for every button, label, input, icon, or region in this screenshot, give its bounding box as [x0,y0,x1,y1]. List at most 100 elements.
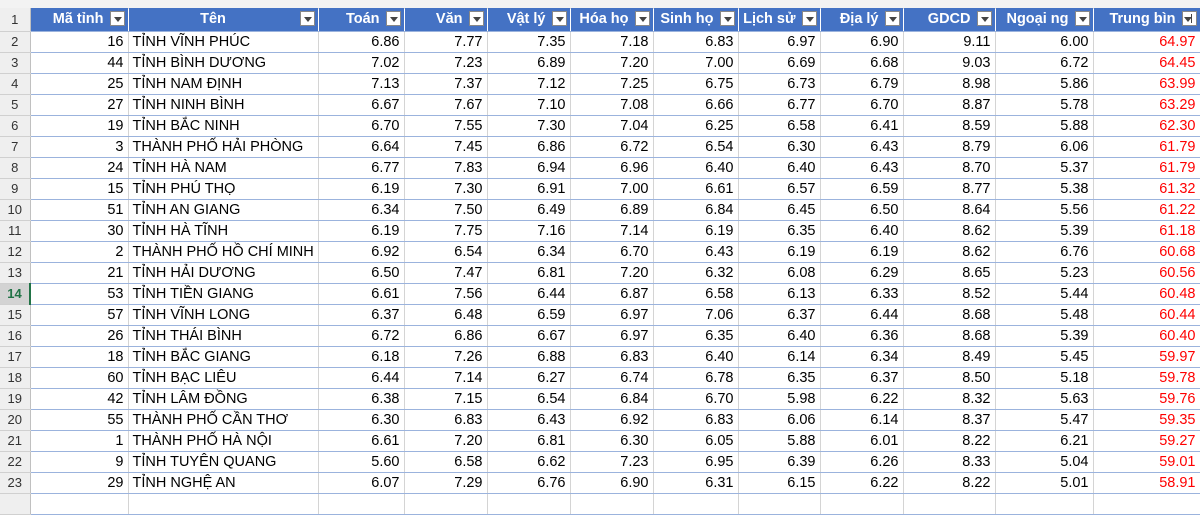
cell[interactable]: 6.76 [487,472,571,494]
cell[interactable]: 6.58 [404,451,488,473]
cell[interactable]: TỈNH TUYÊN QUANG [128,451,319,473]
cell[interactable]: 6.58 [738,115,821,137]
cell[interactable]: TỈNH HÀ NAM [128,157,319,179]
cell[interactable]: 19 [30,115,129,137]
cell[interactable]: 6.40 [820,220,904,242]
cell[interactable]: 6.59 [820,178,904,200]
cell[interactable]: 7.55 [404,115,488,137]
cell[interactable]: 8.49 [903,346,996,368]
cell[interactable]: 6.57 [738,178,821,200]
cell[interactable]: 6.13 [738,283,821,305]
cell[interactable]: 6.31 [653,472,739,494]
cell[interactable]: TỈNH BẮC GIANG [128,346,319,368]
cell[interactable]: 6.21 [995,430,1094,452]
cell[interactable]: 59.27 [1093,430,1200,452]
cell[interactable]: 6.67 [318,94,405,116]
cell[interactable]: 59.01 [1093,451,1200,473]
cell[interactable]: 7.83 [404,157,488,179]
cell[interactable]: 9.03 [903,52,996,74]
cell[interactable]: 27 [30,94,129,116]
cell[interactable]: 6.00 [995,31,1094,53]
filter-button[interactable] [551,11,567,26]
cell[interactable]: 6.43 [487,409,571,431]
cell[interactable]: 61.79 [1093,136,1200,158]
cell[interactable]: 6.06 [995,136,1094,158]
cell[interactable]: 6.72 [995,52,1094,74]
cell[interactable]: 7.20 [570,262,654,284]
cell[interactable]: 6.26 [820,451,904,473]
cell[interactable]: 59.35 [1093,409,1200,431]
cell[interactable]: 6.74 [570,367,654,389]
cell[interactable]: 9 [30,451,129,473]
cell[interactable]: 6.41 [820,115,904,137]
cell[interactable]: 5.88 [738,430,821,452]
cell[interactable]: 8.79 [903,136,996,158]
cell[interactable]: 7.30 [404,178,488,200]
cell[interactable]: 6.76 [995,241,1094,263]
cell[interactable]: 64.45 [1093,52,1200,74]
cell[interactable]: 5.38 [995,178,1094,200]
cell[interactable]: 6.35 [653,325,739,347]
cell[interactable]: 7.02 [318,52,405,74]
filter-button[interactable] [634,11,650,26]
cell[interactable]: 6.44 [487,283,571,305]
cell[interactable]: 62.30 [1093,115,1200,137]
cell[interactable]: 6.87 [570,283,654,305]
cell[interactable]: 53 [30,283,129,305]
cell[interactable]: 6.44 [318,367,405,389]
cell[interactable]: 1 [30,430,129,452]
cell[interactable]: 61.22 [1093,199,1200,221]
cell[interactable]: TỈNH BẠC LIÊU [128,367,319,389]
cell[interactable]: 6.78 [653,367,739,389]
cell[interactable]: 6.70 [820,94,904,116]
cell[interactable]: 6.94 [487,157,571,179]
cell[interactable]: 5.60 [318,451,405,473]
cell[interactable]: 6.70 [318,115,405,137]
cell[interactable]: 8.87 [903,94,996,116]
cell[interactable]: TỈNH NGHỆ AN [128,472,319,494]
filter-button[interactable] [884,11,900,26]
cell[interactable]: 7.15 [404,388,488,410]
cell[interactable]: 6.32 [653,262,739,284]
cell[interactable]: THÀNH PHỐ CẦN THƠ [128,409,319,431]
cell[interactable]: 6.90 [820,31,904,53]
cell[interactable]: 6.72 [318,325,405,347]
cell[interactable]: 8.62 [903,241,996,263]
cell[interactable]: 6.19 [653,220,739,242]
cell[interactable]: 7.56 [404,283,488,305]
cell[interactable]: 7.75 [404,220,488,242]
cell[interactable]: 18 [30,346,129,368]
cell[interactable]: 6.40 [738,157,821,179]
cell[interactable]: TỈNH TIỀN GIANG [128,283,319,305]
cell[interactable]: 6.14 [820,409,904,431]
cell[interactable]: 6.45 [738,199,821,221]
cell[interactable]: 59.97 [1093,346,1200,368]
cell[interactable]: 6.34 [820,346,904,368]
cell[interactable]: 6.49 [487,199,571,221]
cell[interactable]: 6.54 [487,388,571,410]
cell[interactable]: 8.62 [903,220,996,242]
cell[interactable]: 63.29 [1093,94,1200,116]
cell[interactable]: 7.35 [487,31,571,53]
cell[interactable]: 6.40 [738,325,821,347]
cell[interactable]: 6.83 [653,31,739,53]
cell[interactable]: 6.37 [820,367,904,389]
cell[interactable]: 6.75 [653,73,739,95]
cell[interactable]: 6.77 [738,94,821,116]
cell[interactable]: 6.38 [318,388,405,410]
filter-button[interactable] [1074,11,1090,26]
cell[interactable]: 6.29 [820,262,904,284]
cell[interactable]: 6.97 [570,304,654,326]
cell[interactable]: 7.25 [570,73,654,95]
filter-button[interactable] [1181,11,1197,26]
cell[interactable]: 6.89 [487,52,571,74]
cell[interactable]: 8.98 [903,73,996,95]
filter-button[interactable] [976,11,992,26]
cell[interactable]: 6.30 [570,430,654,452]
cell[interactable]: 61.79 [1093,157,1200,179]
filter-button[interactable] [109,11,125,26]
cell[interactable]: 6.81 [487,430,571,452]
cell[interactable]: 7.13 [318,73,405,95]
cell[interactable]: 8.22 [903,472,996,494]
cell[interactable]: 25 [30,73,129,95]
